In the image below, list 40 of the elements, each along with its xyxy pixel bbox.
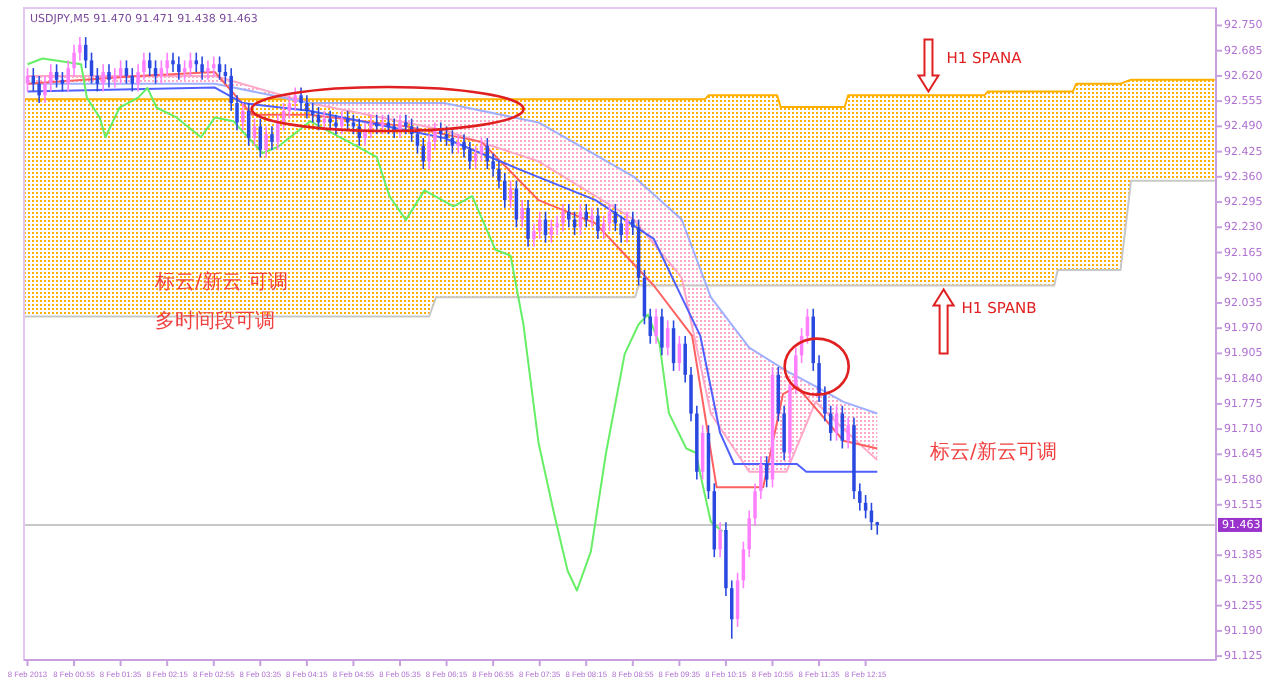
candlestick <box>165 51 169 77</box>
candlestick <box>107 63 111 89</box>
candlestick <box>625 210 629 244</box>
candlestick <box>270 125 274 151</box>
candlestick <box>241 102 245 132</box>
candlestick <box>264 125 268 159</box>
candlestick <box>468 141 472 170</box>
candlestick <box>567 203 571 229</box>
candlestick <box>206 59 210 81</box>
candlestick <box>596 207 600 240</box>
annotation: 标云/新云 可调 <box>153 270 289 295</box>
candlestick <box>526 199 530 248</box>
candlestick <box>113 67 117 89</box>
candlestick <box>334 113 338 135</box>
candlestick <box>293 86 297 112</box>
candlestick <box>369 113 373 139</box>
candlestick <box>561 203 565 232</box>
candlestick <box>660 307 664 357</box>
candlestick <box>520 199 524 229</box>
line-series <box>24 78 1216 108</box>
candlestick <box>584 203 588 229</box>
candlestick <box>590 207 594 229</box>
candlestick <box>718 521 722 558</box>
candlestick <box>171 51 175 73</box>
candlestick <box>456 133 460 155</box>
candlestick <box>654 307 658 345</box>
candlestick <box>340 110 344 135</box>
candlestick <box>101 63 105 93</box>
candlestick <box>177 55 181 81</box>
candlestick <box>875 521 879 536</box>
annotation: 多时间段可调 <box>155 309 276 334</box>
candlestick <box>299 86 303 112</box>
candlestick <box>398 113 402 139</box>
candlestick <box>392 117 396 139</box>
annotation: 标云/新云可调 <box>927 439 1057 464</box>
candlestick <box>200 55 204 81</box>
candlestick <box>846 416 850 450</box>
candlestick <box>404 113 408 135</box>
candlestick <box>305 94 309 120</box>
candlestick <box>37 75 41 104</box>
